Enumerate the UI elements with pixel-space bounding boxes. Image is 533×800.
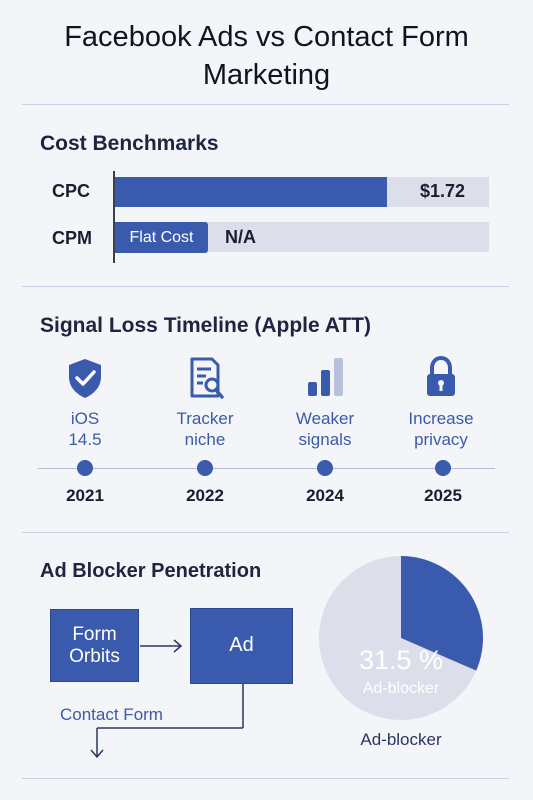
timeline-label-line1: Weaker	[295, 409, 355, 428]
ad-box: Ad	[190, 608, 293, 684]
timeline-label-line1: Tracker	[176, 409, 234, 428]
timeline-item-ios: iOS 14.5	[25, 356, 145, 450]
pie-inner-label: Ad-blocker	[362, 680, 440, 697]
bar-label-cpc: CPC	[52, 181, 91, 201]
divider	[22, 778, 509, 779]
timeline-year: 2021	[66, 486, 104, 505]
shield-check-icon	[65, 356, 105, 400]
contact-form-label: Contact Form	[60, 705, 163, 724]
signal-bars-icon	[305, 356, 345, 400]
timeline-label-line2: privacy	[414, 430, 468, 449]
timeline-item-signals: Weaker signals	[265, 356, 385, 450]
bar-value-cpm: N/A	[225, 227, 256, 247]
page-title-line-1: Facebook Ads vs Contact Form	[64, 21, 469, 53]
pie-chart	[318, 555, 484, 721]
timeline-heading: Signal Loss Timeline (Apple ATT)	[40, 314, 371, 337]
padlock-icon	[421, 355, 461, 400]
timeline-year: 2024	[306, 486, 344, 505]
timeline-label-line1: Increase	[408, 409, 474, 428]
bar-cpc	[115, 177, 387, 207]
form-box-line2: Orbits	[69, 646, 120, 667]
bar-axis	[113, 171, 115, 263]
pie-svg	[319, 556, 483, 720]
form-box-line1: Form	[72, 624, 117, 645]
timeline-dot	[77, 460, 93, 476]
timeline-dot	[317, 460, 333, 476]
flat-cost-chip: Flat Cost	[115, 222, 208, 253]
timeline-dot	[197, 460, 213, 476]
timeline-label-line2: niche	[184, 430, 226, 449]
pie-slice-ad-blocker	[401, 556, 483, 671]
bar-label-cpm: CPM	[52, 228, 92, 248]
page-title: Facebook Ads vs Contact Form Marketing	[0, 18, 533, 94]
pie-value-label: 31.5 %	[358, 645, 444, 675]
timeline-year: 2022	[186, 486, 224, 505]
timeline-dot	[435, 460, 451, 476]
form-orbits-box: Form Orbits	[50, 609, 139, 682]
timeline-label-line1: iOS	[70, 409, 100, 428]
adblock-heading: Ad Blocker Penetration	[40, 560, 262, 582]
document-search-icon	[185, 356, 225, 400]
pie-slice-rest	[319, 556, 477, 720]
divider	[22, 104, 509, 105]
cost-benchmarks-heading: Cost Benchmarks	[40, 132, 219, 155]
timeline-year: 2025	[424, 486, 462, 505]
timeline-item-tracker: Tracker niche	[145, 356, 265, 450]
timeline-item-privacy: Increase privacy	[381, 355, 501, 450]
timeline-label-line2: signals	[298, 430, 352, 449]
timeline-line	[38, 468, 495, 469]
bar-value-cpc: $1.72	[420, 181, 466, 201]
timeline-label-line2: 14.5	[68, 430, 102, 449]
bar-track-cpc: $1.72	[115, 177, 489, 207]
page-title-line-2: Marketing	[202, 59, 331, 91]
pie-caption: Ad-blocker	[360, 730, 442, 749]
divider	[22, 532, 509, 533]
divider	[22, 286, 509, 287]
